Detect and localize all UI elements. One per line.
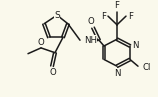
Text: O: O <box>50 68 56 77</box>
Text: S: S <box>54 11 60 20</box>
Text: N: N <box>132 42 139 50</box>
Text: F: F <box>128 12 133 21</box>
Text: N: N <box>114 69 120 78</box>
Text: Cl: Cl <box>143 63 151 72</box>
Text: NH: NH <box>84 36 97 45</box>
Text: O: O <box>88 17 94 26</box>
Text: O: O <box>38 38 44 47</box>
Text: F: F <box>115 1 119 10</box>
Text: F: F <box>101 12 106 21</box>
